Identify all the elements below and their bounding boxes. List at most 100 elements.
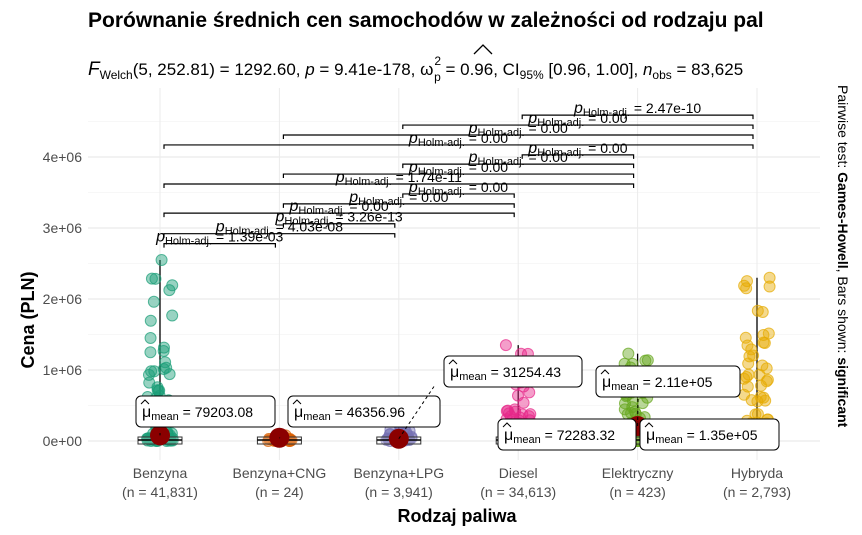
comparison-bracket-2: [282, 223, 396, 228]
caption-bars: significant: [835, 357, 851, 427]
point-4-62: [641, 354, 654, 367]
point-3-63: [517, 396, 530, 409]
mean-label-box-5: [639, 418, 780, 451]
y-tick-label-1: 1e+06: [43, 362, 83, 378]
point-0-54: [163, 368, 176, 381]
plot-area: 0e+00 1e+06 2e+06 3e+06 4e+06 Benzyna (n = 41,…: [43, 88, 820, 500]
subtitle-ci-rest: [0.96, 1.00],: [544, 60, 643, 79]
point-3-60: [508, 403, 521, 416]
point-5-62: [760, 375, 773, 388]
caption-prefix: Pairwise test:: [835, 85, 851, 172]
comparison-bracket-12: [402, 124, 754, 130]
y-axis-title: Cena (PLN): [18, 271, 38, 368]
point-0-15: [148, 365, 161, 378]
y-tick-label-4: 4e+06: [43, 149, 83, 165]
comparison-bracket-9: [521, 154, 635, 159]
x-tick-count-5: (n = 2,793): [723, 484, 791, 500]
mean-label-0: μmean = 79203.08: [142, 404, 253, 423]
x-tick-count-1: (n = 24): [255, 484, 304, 500]
point-0-25: [157, 341, 170, 354]
point-5-33: [756, 306, 769, 319]
point-0-35: [144, 346, 157, 359]
point-0-8: [145, 365, 158, 378]
y-tick-label-3: 3e+06: [43, 220, 83, 236]
comparison-label-13: pHolm-adj. = 2.47e-10: [573, 100, 701, 119]
y-tick-label-2: 2e+06: [43, 291, 83, 307]
chart-subtitle: FWelch(5, 252.81) = 1292.60, p = 9.41e-1…: [88, 54, 743, 84]
subtitle-omega-rest: = 0.96, CI: [441, 60, 520, 79]
comparison-bracket-8: [402, 163, 635, 169]
point-0-37: [166, 309, 179, 322]
comparison-label-12: pHolm-adj. = 0.00: [527, 110, 627, 129]
subtitle-n-sub: obs: [652, 68, 671, 82]
comparison-bracket-5: [402, 193, 515, 198]
subtitle-p: p: [304, 60, 314, 79]
subtitle-stat-name: F: [88, 59, 101, 80]
mean-label-connector-2: [398, 384, 436, 440]
comparison-bracket-6: [163, 183, 635, 188]
comparison-label-0: pHolm-adj. = 1.39e-03: [155, 229, 283, 248]
mean-label-2: μmean = 31254.43: [450, 364, 561, 383]
subtitle-p-rest: = 9.41e-178,: [315, 60, 420, 79]
point-5-38: [763, 280, 776, 293]
comparison-bracket-13: [521, 114, 754, 120]
x-axis-title: Rodzaj paliwa: [397, 506, 517, 526]
comparison-bracket-1: [163, 233, 396, 238]
point-0-51: [147, 295, 160, 308]
point-0-66: [143, 376, 156, 389]
x-tick-count-4: (n = 423): [609, 484, 665, 500]
subtitle-omega-sup: 2: [434, 54, 441, 68]
comparison-bracket-4: [282, 203, 515, 208]
comparison-bracket-10: [163, 144, 754, 149]
subtitle-omega-sub: p: [434, 70, 441, 84]
point-0-39: [157, 344, 170, 357]
caption-test: Games-Howell: [835, 172, 851, 268]
point-0-64: [144, 332, 157, 345]
chart-title: Porównanie średnich cen samochodów w zal…: [88, 9, 764, 32]
x-tick-label-0: Benzyna: [133, 465, 188, 481]
comparison-label-6: pHolm-adj. = 1.74e-11: [335, 169, 462, 188]
subtitle-stat-sub: Welch: [100, 68, 133, 82]
point-5-35: [756, 359, 769, 372]
point-5-64: [740, 282, 753, 295]
caption-mid: , Bars shown:: [835, 269, 851, 358]
point-4-58: [618, 397, 631, 410]
mean-label-box-2: [443, 355, 583, 388]
comparison-label-8: pHolm-adj. = 0.00: [468, 149, 568, 168]
mean-label-box-0: [135, 395, 276, 428]
omega-hat: [473, 44, 493, 55]
comparison-label-9: pHolm-adj. = 0.00: [527, 140, 627, 159]
point-3-33: [523, 386, 536, 399]
comparison-bracket-0: [163, 243, 276, 248]
comparison-label-1: pHolm-adj. = 4.03e-08: [215, 219, 343, 238]
point-5-65: [739, 331, 752, 344]
comparison-label-5: pHolm-adj. = 0.00: [408, 179, 508, 198]
point-0-0: [155, 253, 168, 266]
x-tick-count-2: (n = 3,941): [365, 484, 433, 500]
point-4-64: [626, 401, 639, 414]
y-tick-label-0: 0e+00: [43, 433, 83, 449]
mean-label-hat-5: [644, 422, 654, 428]
mean-label-hat-4: [600, 369, 610, 375]
comparison-label-11: pHolm-adj. = 0.00: [468, 120, 568, 139]
comparison-bracket-7: [282, 173, 635, 179]
comparison-label-3: pHolm-adj. = 0.00: [289, 198, 389, 217]
comparison-label-7: pHolm-adj. = 0.00: [408, 159, 508, 178]
mean-label-4: μmean = 2.11e+05: [602, 374, 713, 393]
point-0-38: [163, 284, 176, 297]
x-tick-label-2: Benzyna+LPG: [353, 465, 444, 481]
mean-label-hat-2: [448, 359, 458, 365]
mean-label-hat-1: [292, 399, 302, 405]
subtitle-stat-rest: (5, 252.81) = 1292.60,: [133, 60, 306, 79]
mean-label-box-3: [497, 418, 637, 451]
point-5-55: [747, 349, 760, 362]
subtitle-n-rest: = 83,625: [672, 60, 743, 79]
comparison-bracket-11: [282, 134, 754, 139]
point-0-49: [153, 384, 166, 397]
mean-label-1: μmean = 46356.96: [294, 404, 405, 423]
comparison-label-4: pHolm-adj. = 0.00: [348, 189, 448, 208]
group-2: [376, 417, 422, 449]
point-5-67: [754, 390, 767, 403]
x-tick-label-1: Benzyna+CNG: [233, 465, 327, 481]
